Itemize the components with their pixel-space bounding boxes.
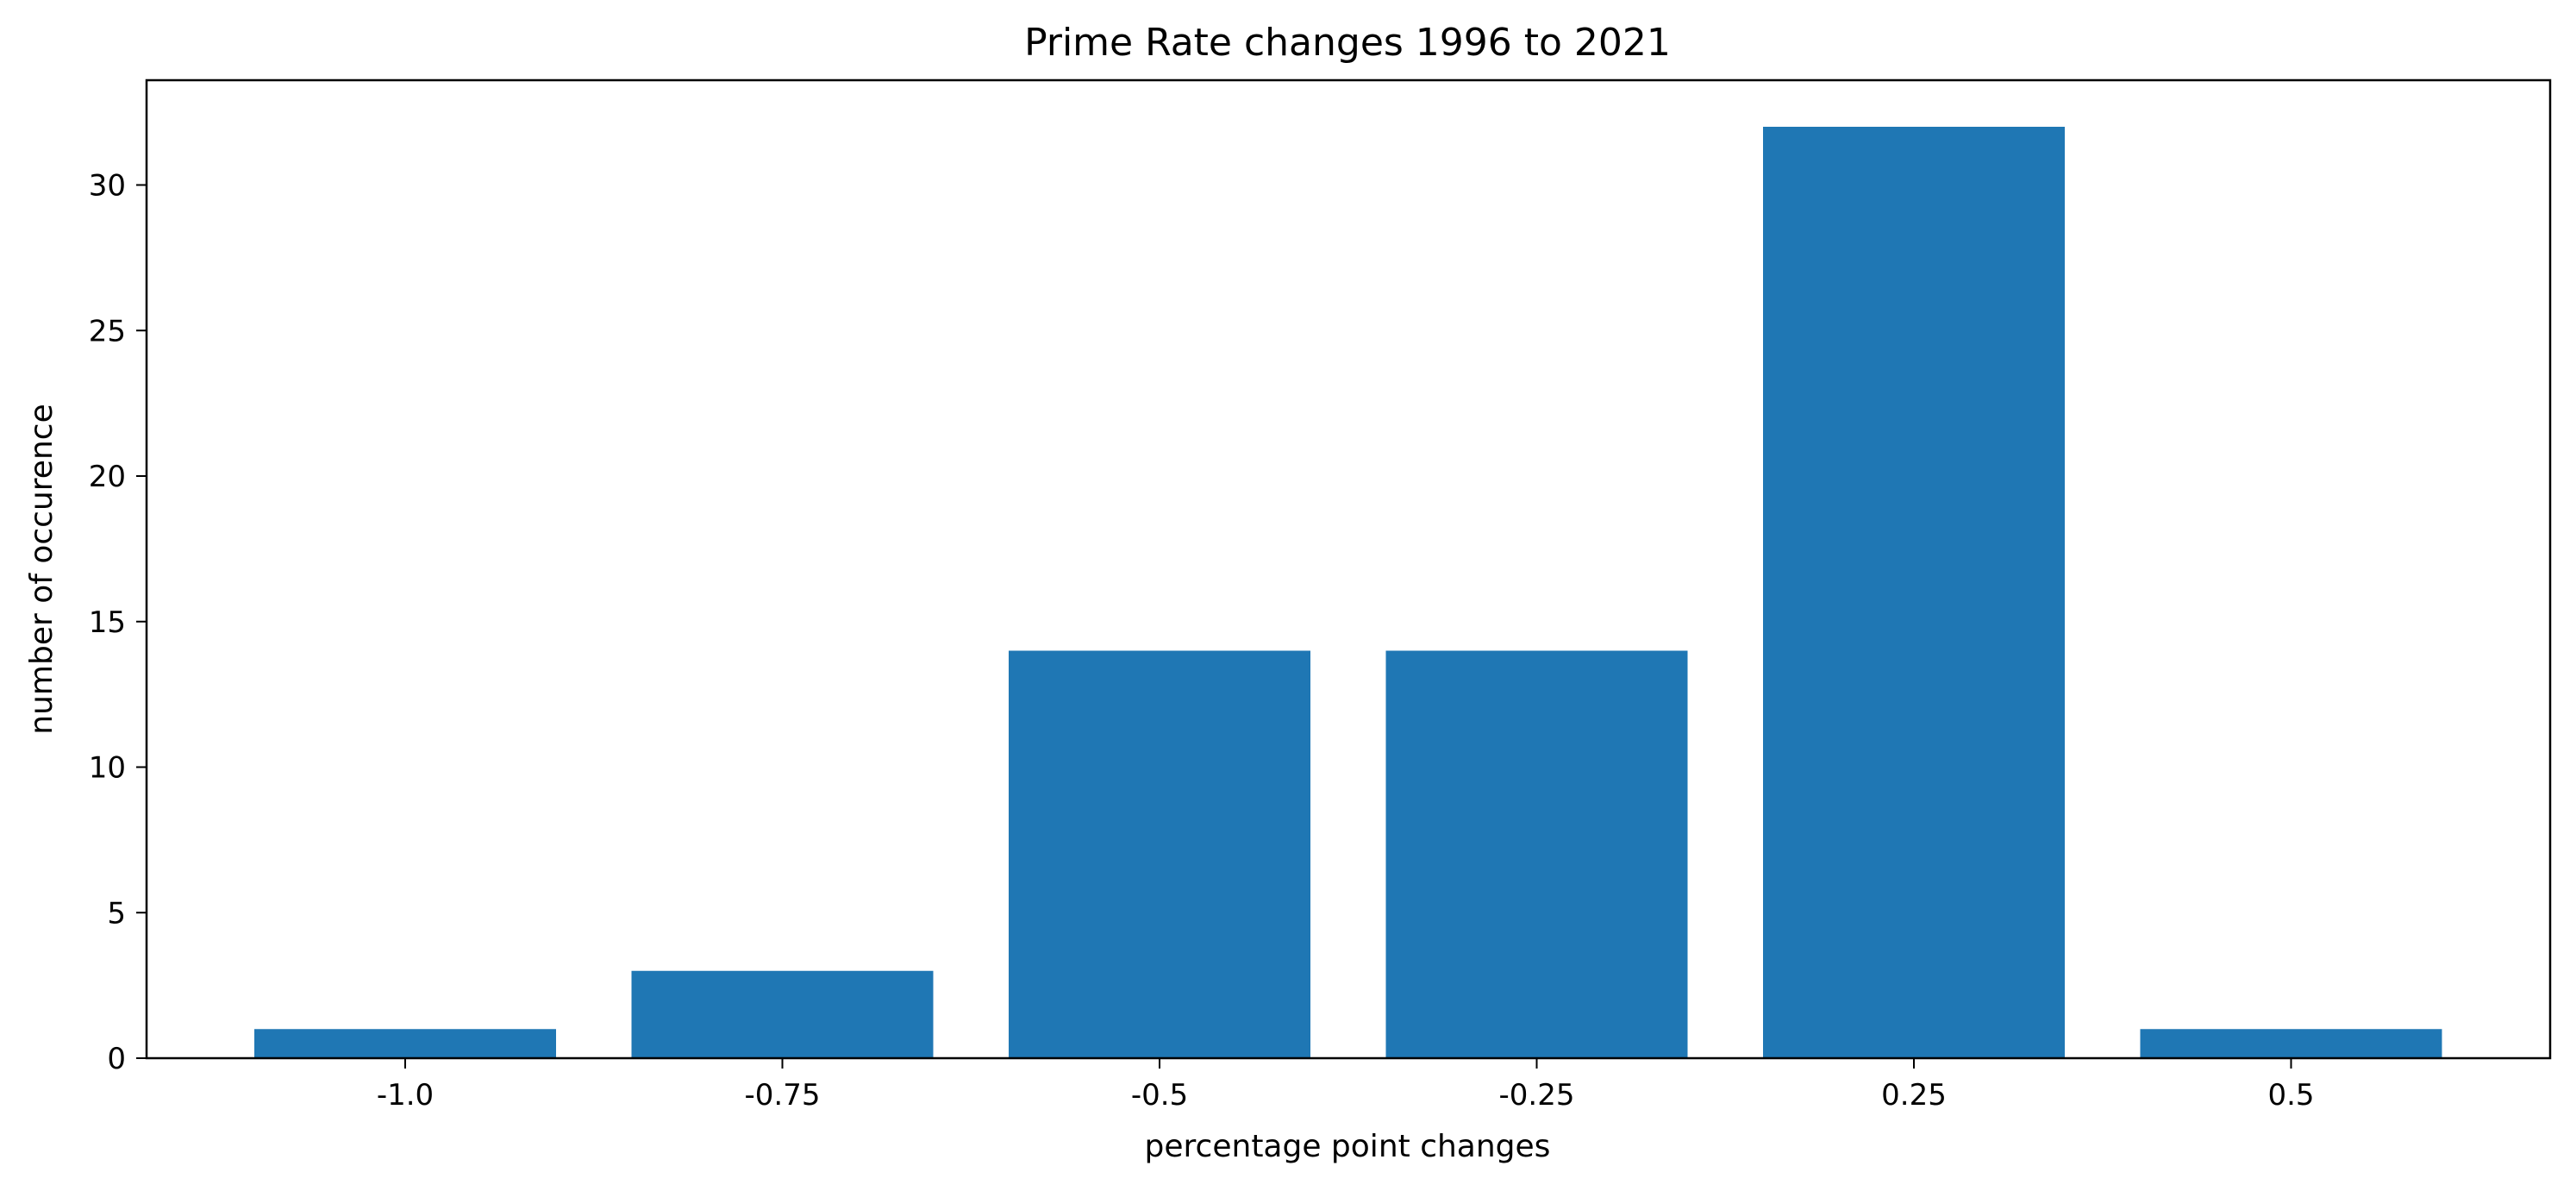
bar-0.25 [1763,127,2065,1058]
chart-title: Prime Rate changes 1996 to 2021 [1024,21,1671,65]
y-tick-label: 30 [89,169,126,204]
bar--0.75 [631,970,934,1058]
x-tick-label: -0.5 [1131,1078,1188,1113]
y-tick-label: 20 [89,460,126,494]
y-tick-label: 25 [89,314,126,348]
x-tick-label: -0.25 [1499,1078,1575,1113]
x-axis-label: percentage point changes [1145,1129,1551,1164]
bars-group [254,127,2442,1058]
bar--0.25 [1385,650,1688,1058]
plot-frame [145,78,2552,1060]
x-tick-label: -0.75 [745,1078,821,1113]
y-tick-label: 15 [89,605,126,640]
bar--0.5 [1009,650,1310,1058]
x-tick-label: 0.25 [1881,1078,1947,1113]
bar--1.0 [254,1029,556,1058]
bar-0.5 [2140,1029,2442,1058]
y-axis-ticks: 0 5 10 15 20 25 30 [89,169,147,1076]
y-tick-label: 10 [89,751,126,786]
x-tick-label: -1.0 [377,1078,434,1113]
y-tick-label: 0 [107,1042,126,1076]
x-tick-label: 0.5 [2267,1078,2314,1113]
y-tick-label: 5 [107,896,126,931]
x-axis-ticks: -1.0 -0.75 -0.5 -0.25 0.25 0.5 [377,1058,2315,1113]
y-axis-label: number of occurence [24,404,59,734]
